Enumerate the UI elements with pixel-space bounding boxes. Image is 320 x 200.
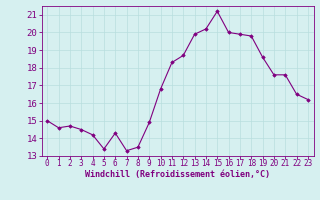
X-axis label: Windchill (Refroidissement éolien,°C): Windchill (Refroidissement éolien,°C) (85, 170, 270, 179)
